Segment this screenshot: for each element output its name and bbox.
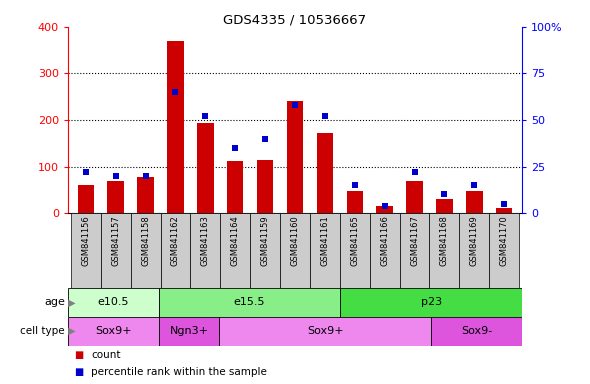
Bar bbox=[489, 213, 519, 288]
Text: Ngn3+: Ngn3+ bbox=[169, 326, 208, 336]
Bar bbox=[280, 213, 310, 288]
Point bbox=[141, 173, 150, 179]
Point bbox=[201, 113, 210, 119]
Bar bbox=[399, 213, 430, 288]
Text: GSM841161: GSM841161 bbox=[320, 215, 329, 266]
Text: GSM841166: GSM841166 bbox=[380, 215, 389, 266]
Text: ▶: ▶ bbox=[65, 326, 76, 336]
Bar bbox=[250, 213, 280, 288]
Bar bbox=[77, 185, 94, 213]
Bar bbox=[436, 199, 453, 213]
Bar bbox=[227, 161, 244, 213]
Text: age: age bbox=[44, 297, 65, 308]
Bar bbox=[220, 213, 250, 288]
Point bbox=[380, 203, 389, 209]
Bar bbox=[370, 213, 399, 288]
Point bbox=[350, 182, 359, 188]
Bar bbox=[107, 180, 124, 213]
Bar bbox=[101, 213, 130, 288]
Bar bbox=[376, 206, 393, 213]
Text: GSM841159: GSM841159 bbox=[261, 215, 270, 266]
Bar bbox=[287, 101, 303, 213]
Bar bbox=[68, 288, 159, 317]
Point bbox=[500, 201, 509, 207]
Point bbox=[470, 182, 479, 188]
Text: e15.5: e15.5 bbox=[234, 297, 266, 308]
Bar bbox=[68, 317, 159, 346]
Bar bbox=[431, 317, 522, 346]
Text: GSM841170: GSM841170 bbox=[500, 215, 509, 266]
Bar bbox=[340, 213, 370, 288]
Text: GSM841169: GSM841169 bbox=[470, 215, 479, 266]
Text: p23: p23 bbox=[421, 297, 442, 308]
Bar bbox=[346, 191, 363, 213]
Bar bbox=[159, 288, 340, 317]
Text: Sox9-: Sox9- bbox=[461, 326, 492, 336]
Text: GSM841163: GSM841163 bbox=[201, 215, 210, 266]
Bar bbox=[191, 213, 220, 288]
Text: ■: ■ bbox=[74, 350, 83, 360]
Text: GSM841162: GSM841162 bbox=[171, 215, 180, 266]
Bar bbox=[167, 41, 183, 213]
Point bbox=[410, 169, 419, 175]
Bar bbox=[340, 288, 522, 317]
Point bbox=[231, 145, 240, 151]
Text: GSM841168: GSM841168 bbox=[440, 215, 449, 266]
Text: e10.5: e10.5 bbox=[97, 297, 129, 308]
Text: GSM841165: GSM841165 bbox=[350, 215, 359, 266]
Point bbox=[440, 192, 449, 198]
Bar bbox=[219, 317, 431, 346]
Text: Sox9+: Sox9+ bbox=[307, 326, 343, 336]
Text: ▶: ▶ bbox=[65, 297, 76, 308]
Bar bbox=[197, 123, 214, 213]
Text: GSM841164: GSM841164 bbox=[231, 215, 240, 266]
Bar bbox=[466, 191, 483, 213]
Text: count: count bbox=[91, 350, 121, 360]
Bar bbox=[257, 160, 273, 213]
Bar bbox=[430, 213, 460, 288]
Point bbox=[260, 136, 270, 142]
Point bbox=[171, 89, 180, 95]
Bar bbox=[407, 182, 423, 213]
Text: GSM841158: GSM841158 bbox=[141, 215, 150, 266]
Text: ■: ■ bbox=[74, 367, 83, 377]
Bar bbox=[71, 213, 101, 288]
Bar bbox=[310, 213, 340, 288]
Text: GSM841160: GSM841160 bbox=[290, 215, 300, 266]
Point bbox=[111, 173, 120, 179]
Point bbox=[81, 169, 90, 175]
Text: GSM841167: GSM841167 bbox=[410, 215, 419, 266]
Point bbox=[290, 102, 300, 108]
Text: percentile rank within the sample: percentile rank within the sample bbox=[91, 367, 267, 377]
Bar bbox=[460, 213, 489, 288]
Bar bbox=[159, 317, 219, 346]
Bar bbox=[137, 177, 154, 213]
Text: GDS4335 / 10536667: GDS4335 / 10536667 bbox=[224, 13, 366, 26]
Point bbox=[320, 113, 330, 119]
Bar bbox=[130, 213, 160, 288]
Bar bbox=[317, 133, 333, 213]
Text: cell type: cell type bbox=[20, 326, 65, 336]
Text: GSM841156: GSM841156 bbox=[81, 215, 90, 266]
Bar bbox=[496, 209, 513, 213]
Text: GSM841157: GSM841157 bbox=[111, 215, 120, 266]
Bar bbox=[160, 213, 191, 288]
Text: Sox9+: Sox9+ bbox=[95, 326, 132, 336]
